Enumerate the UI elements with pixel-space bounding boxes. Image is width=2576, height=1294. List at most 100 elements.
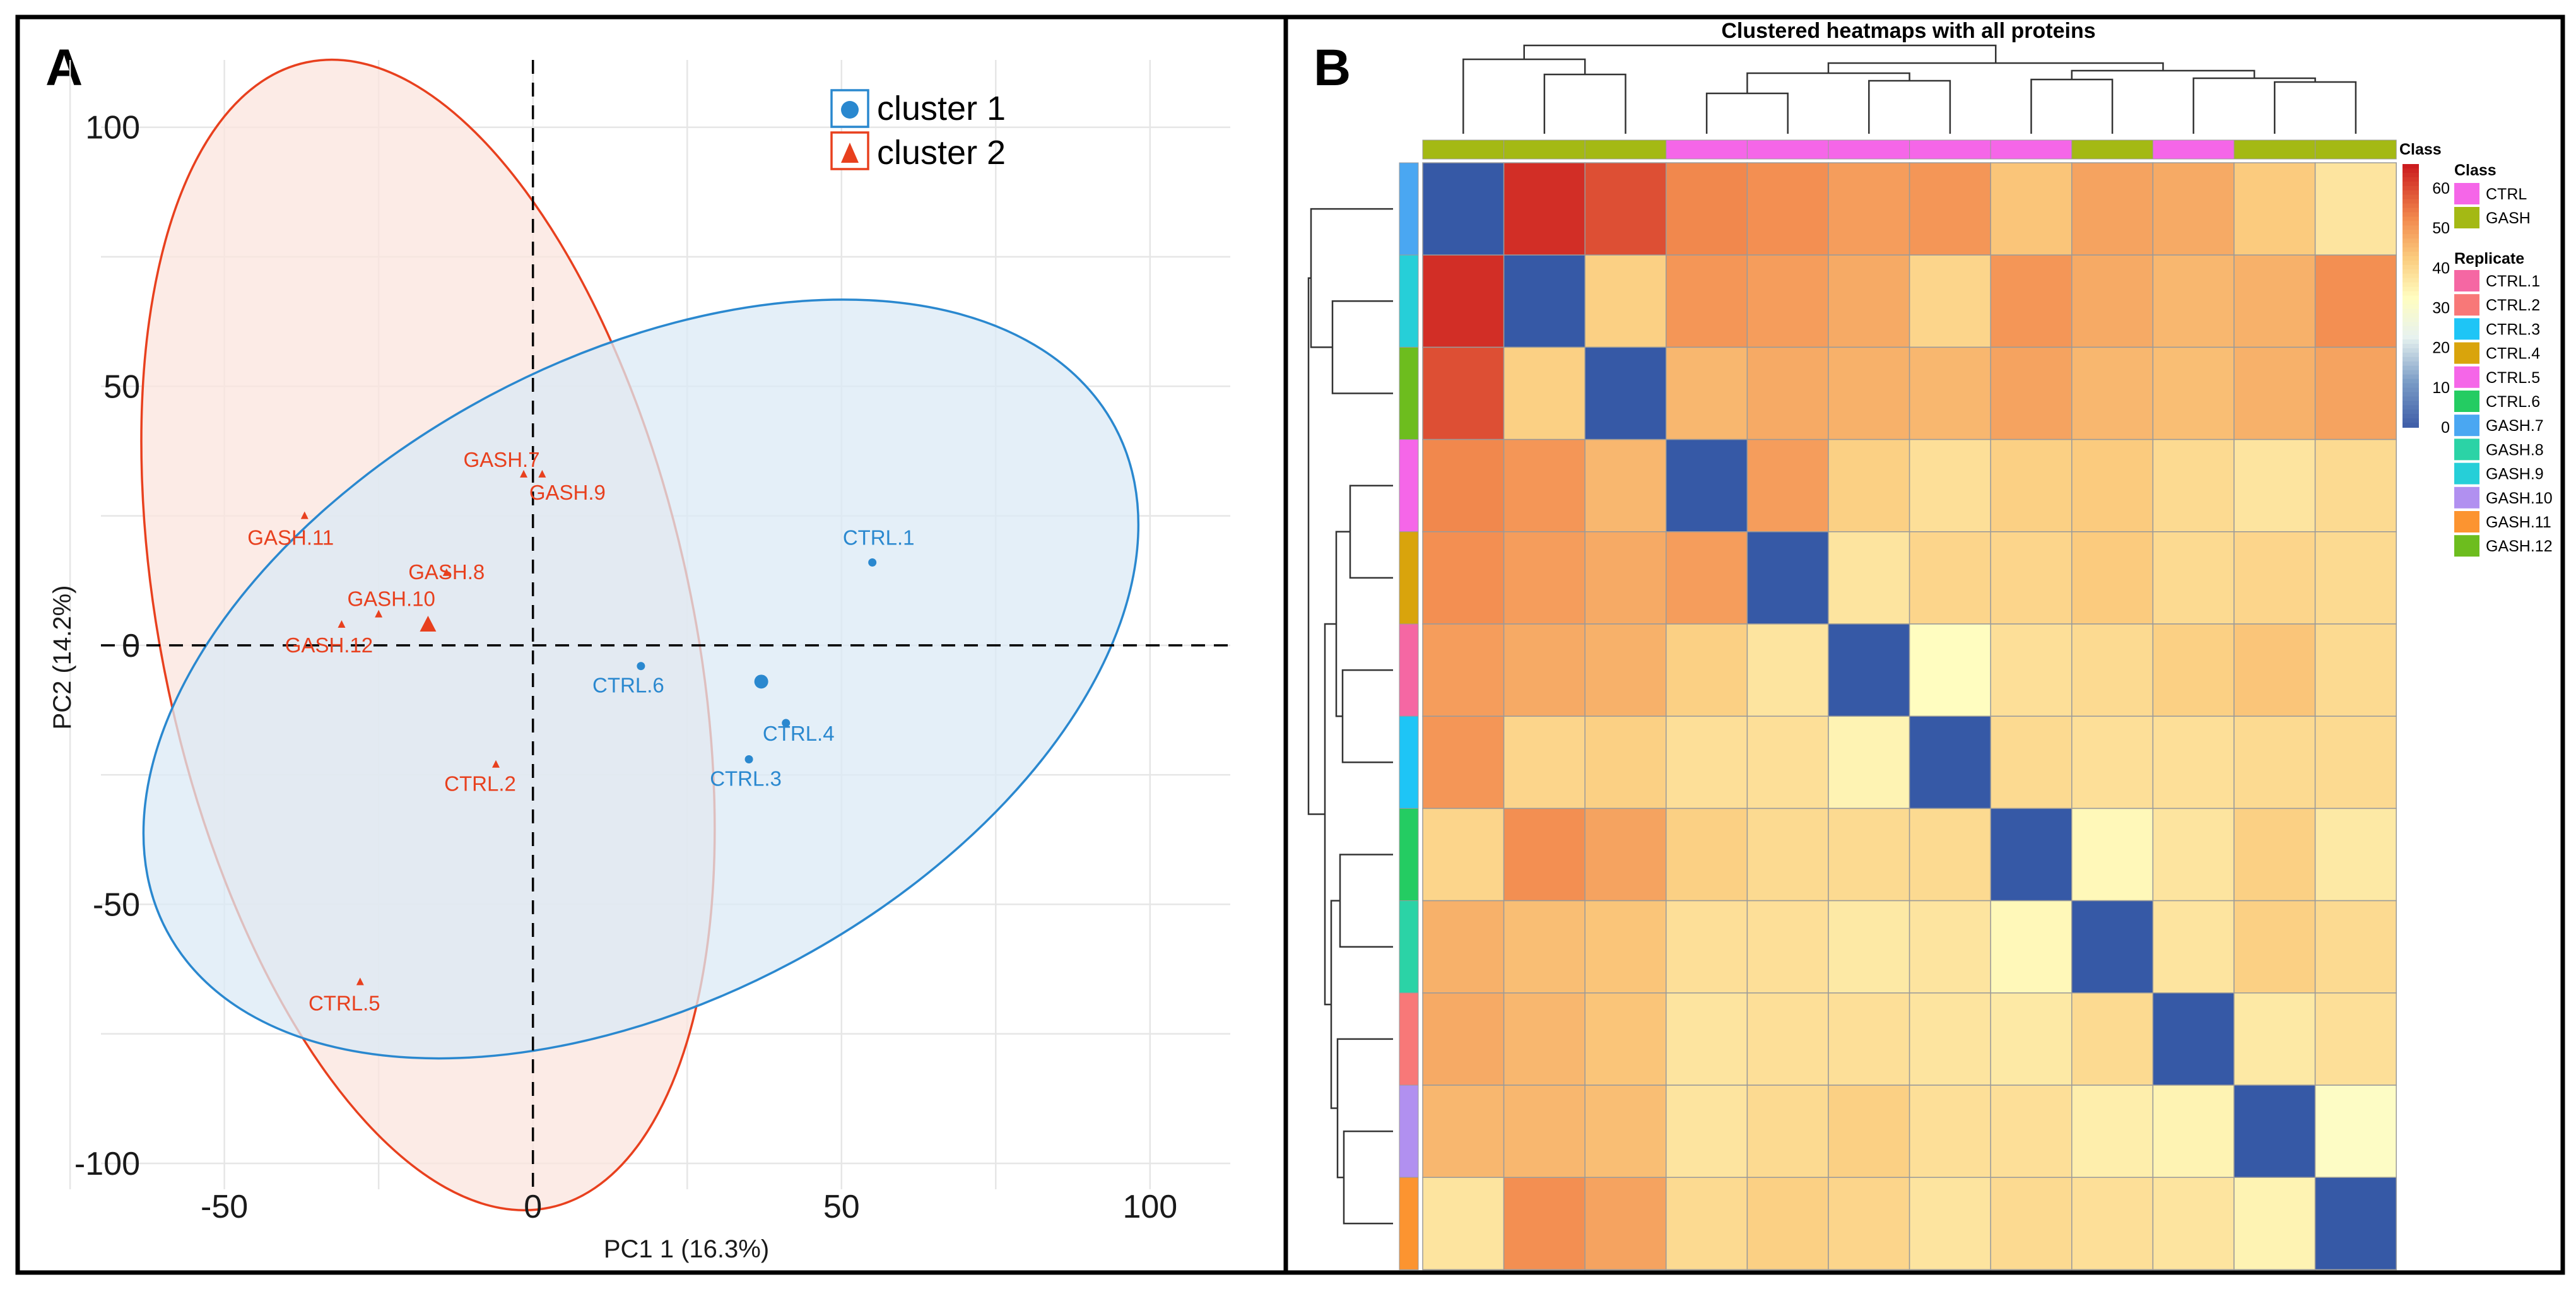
colorbar-tick-label: 20 <box>2432 339 2450 357</box>
heatmap-cell <box>2233 900 2316 994</box>
heatmap-cell <box>1666 1177 1748 1271</box>
heatmap-cell <box>2152 346 2235 440</box>
colorbar-segment <box>2403 352 2419 358</box>
colorbar-segment <box>2403 300 2419 305</box>
heatmap-cell <box>1828 531 1910 625</box>
heatmap-cell <box>2152 1085 2235 1178</box>
heatmap-cell <box>2071 438 2154 532</box>
panel-b-frame <box>1283 15 2565 1275</box>
point-CTRL.6 <box>637 662 645 671</box>
colorbar-segment <box>2403 269 2419 274</box>
heatmap-cell <box>1503 623 1585 717</box>
colorbar-segment <box>2403 273 2419 279</box>
heatmap-cell <box>1422 254 1505 348</box>
heatmap-cell <box>1503 346 1585 440</box>
heatmap-cell <box>2314 1085 2397 1178</box>
heatmap-cell <box>2071 992 2154 1086</box>
heatmap-cell <box>1746 438 1829 532</box>
heatmap-cell <box>1746 992 1829 1086</box>
point-label-GASH.7: GASH.7 <box>464 448 540 471</box>
colorbar-segment <box>2403 190 2419 196</box>
colorbar-segment <box>2403 225 2419 231</box>
replicate-legend-label-GASH.12: GASH.12 <box>2486 538 2553 555</box>
dendrogram-branch <box>1341 669 1393 763</box>
class-bar-cell <box>2233 139 2316 160</box>
x-tick-label: 100 <box>1122 1189 1177 1225</box>
colorbar-segment <box>2403 335 2419 340</box>
replicate-legend-label-CTRL.5: CTRL.5 <box>2486 369 2540 387</box>
colorbar-segment <box>2403 356 2419 362</box>
heatmap-cell <box>1990 623 2073 717</box>
heatmap-cell <box>2233 992 2316 1086</box>
heatmap-cell <box>1746 1177 1829 1271</box>
heatmap-cell <box>1828 162 1910 256</box>
colorbar-segment <box>2403 208 2419 213</box>
class-legend-swatch-CTRL <box>2454 183 2479 204</box>
colorbar-title: Class <box>2399 141 2442 158</box>
colorbar-tick-label: 60 <box>2432 180 2450 197</box>
class-legend-title: Class <box>2454 162 2497 179</box>
colorbar-segment <box>2403 414 2419 420</box>
colorbar-segment <box>2403 282 2419 288</box>
heatmap-cell <box>1828 623 1910 717</box>
heatmap-cell <box>2314 808 2397 902</box>
heatmap-cell <box>1908 900 1991 994</box>
colorbar: Class 60 50 40 30 20 10 0 <box>2399 141 2450 437</box>
point-CTRL.1 <box>868 558 877 567</box>
colorbar-segment <box>2403 348 2419 353</box>
replicate-legend-swatch-GASH.8 <box>2454 438 2479 461</box>
heatmap-cell <box>1666 808 1748 902</box>
class-bar-cell <box>1503 139 1585 160</box>
heatmap-cell <box>2314 1177 2397 1271</box>
point-label-GASH.9: GASH.9 <box>529 481 606 504</box>
pca-legend: cluster 1 cluster 2 <box>830 89 1006 172</box>
colorbar-segment <box>2403 286 2419 292</box>
replicate-legend-swatch-GASH.10 <box>2454 486 2479 509</box>
heatmap-cell <box>2071 254 2154 348</box>
colorbar-segment <box>2403 396 2419 402</box>
replicate-legend-swatch-CTRL.1 <box>2454 270 2479 291</box>
heatmap-cell <box>1746 900 1829 994</box>
class-bar-cell <box>1666 139 1748 160</box>
colorbar-segment <box>2403 203 2419 209</box>
row-replicate-bar <box>1399 162 1419 1270</box>
dendrogram-branch <box>1868 79 1951 134</box>
point-label-CTRL.3: CTRL.3 <box>710 767 782 790</box>
cluster-2-centroid <box>420 616 437 632</box>
colorbar-segment <box>2403 212 2419 218</box>
heatmap-cell <box>1666 438 1748 532</box>
heatmap-cell <box>2314 346 2397 440</box>
dendrogram-branch <box>1523 44 1997 63</box>
dendrogram-branch <box>1349 485 1393 579</box>
heatmap-cell <box>2152 254 2235 348</box>
colorbar-segment <box>2403 168 2419 174</box>
heatmap-cell <box>2152 808 2235 902</box>
colorbar-segment <box>2403 322 2419 327</box>
colorbar-segment <box>2403 247 2419 252</box>
heatmap-cell <box>2233 808 2316 902</box>
heatmap-cell <box>1908 1085 1991 1178</box>
colorbar-segment <box>2403 370 2419 375</box>
colorbar-segment <box>2403 221 2419 226</box>
replicate-legend-swatch-CTRL.6 <box>2454 391 2479 412</box>
heatmap-cell <box>2233 254 2316 348</box>
dendrogram-branch <box>1827 62 2164 73</box>
heatmap-cell <box>1908 346 1991 440</box>
heatmap-cell <box>1584 1177 1667 1271</box>
colorbar-segment <box>2403 343 2419 349</box>
heatmap-cell <box>2152 1177 2235 1271</box>
class-bar-cell <box>1746 139 1829 160</box>
pca-plot: CTRL.1 CTRL.6 CTRL.4 CTRL.3 GASH.7 GASH.9 GASH… <box>49 58 1230 1263</box>
replicate-legend-swatch-GASH.7 <box>2454 415 2479 437</box>
dendrogram-branch <box>1310 208 1393 348</box>
class-bar-cell <box>2071 139 2153 160</box>
x-tick-label: 50 <box>823 1189 860 1225</box>
heatmap-cell <box>1908 1177 1991 1271</box>
point-label-GASH.8: GASH.8 <box>408 560 485 584</box>
heatmap-cell <box>1746 1085 1829 1178</box>
heatmap-cell <box>1828 346 1910 440</box>
point-CTRL.5 <box>356 977 364 985</box>
heatmap-cell <box>2152 623 2235 717</box>
point-label-CTRL.5: CTRL.5 <box>309 992 380 1015</box>
colorbar-segment <box>2403 309 2419 314</box>
